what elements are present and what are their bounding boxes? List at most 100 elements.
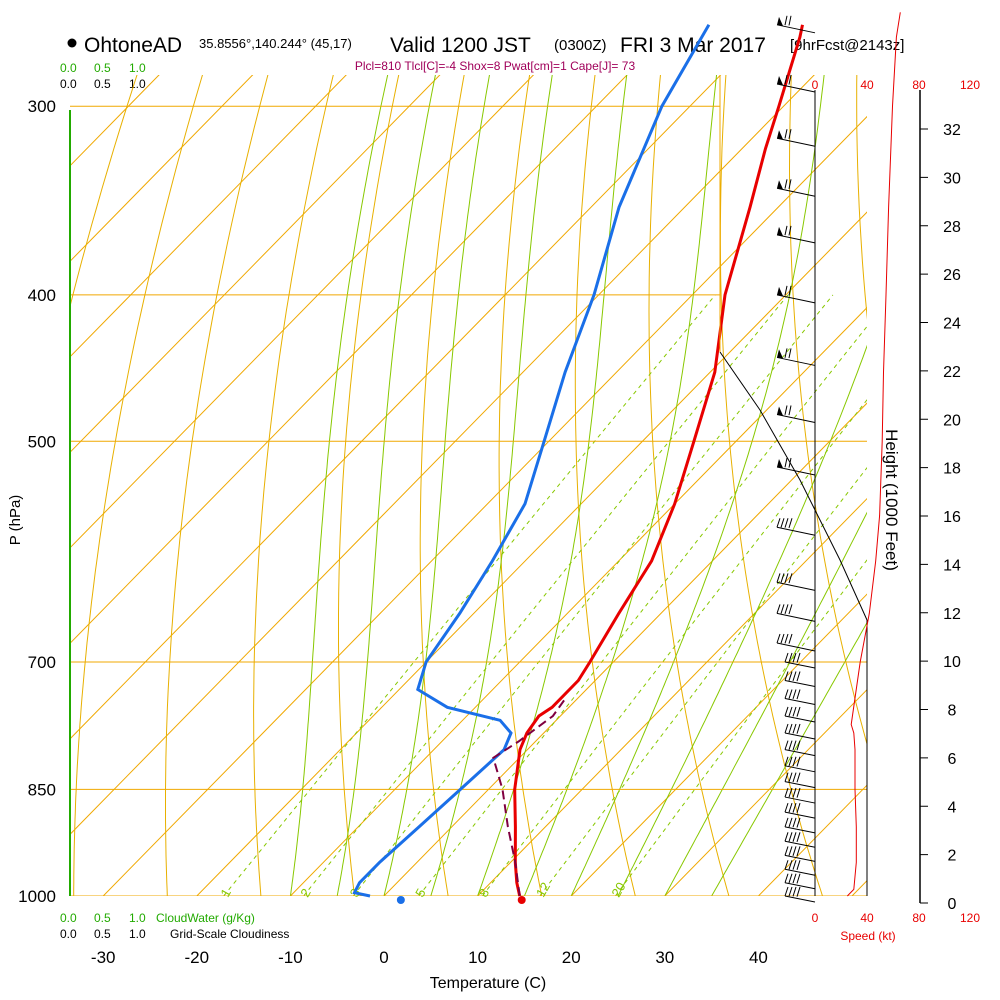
temperature-tick-40: 40 <box>749 948 768 967</box>
mixing-ratio-labels: 1 2 3 5 8 12 20 <box>217 880 628 900</box>
wind-feather <box>788 348 792 359</box>
mixing-ratio-label-8: 8 <box>476 886 493 900</box>
height-tick-label-30: 30 <box>943 170 961 187</box>
temperature-tick--20: -20 <box>185 948 210 967</box>
wind-feather <box>784 802 789 813</box>
wind-barb-480 <box>776 405 816 424</box>
wind-barb-520 <box>776 457 816 476</box>
dry-adiabat-230 <box>70 75 138 309</box>
wind-barb-staff <box>776 187 816 197</box>
height-tick-label-0: 0 <box>948 896 957 913</box>
wind-feather <box>784 348 788 358</box>
wind-barb-400 <box>776 285 816 304</box>
wind-feather <box>784 756 789 766</box>
wind-feather <box>788 706 793 717</box>
dry-adiabat-280 <box>419 75 465 896</box>
wind-barb-920 <box>784 832 816 848</box>
wind-barb-700 <box>784 652 816 669</box>
wind-barb-staff <box>776 612 816 622</box>
dry-adiabat-290 <box>498 75 543 896</box>
wind-feather <box>788 846 793 856</box>
wind-feather <box>796 817 801 828</box>
isotherm--40 <box>70 75 815 836</box>
wind-feather <box>784 15 788 26</box>
wind-feather <box>796 832 801 843</box>
pressure-tick-labels: 2503004005007008501000 <box>18 97 56 906</box>
wind-feather <box>788 671 793 681</box>
wind-feather <box>792 832 797 842</box>
wind-feather <box>788 405 792 416</box>
wind-speed-profile <box>846 12 901 897</box>
wind-feather <box>784 671 789 681</box>
wind-barb-940 <box>784 846 816 862</box>
speed-tick-bottom-0: 0 <box>812 911 819 925</box>
wind-feather <box>788 787 793 798</box>
wind-feather <box>776 573 781 583</box>
speed-axis-label: Speed (kt) <box>840 929 895 943</box>
zulu-time: (0300Z) <box>554 37 607 54</box>
wind-feather <box>784 706 789 717</box>
dry-adiabat-270 <box>338 75 400 896</box>
wind-feather <box>784 652 789 663</box>
wind-barb-440 <box>776 348 816 366</box>
wind-feather <box>792 787 797 798</box>
surface-dewpoint-marker <box>396 896 405 904</box>
wind-feather <box>792 689 797 700</box>
isotherm--100 <box>70 75 254 263</box>
wind-feather <box>792 756 797 767</box>
dry-adiabat-lines <box>70 75 867 896</box>
isotherm--90 <box>70 75 347 358</box>
wind-feather <box>788 886 793 897</box>
wind-feather <box>784 74 788 85</box>
wind-feather <box>788 604 793 615</box>
dry-adiabat-250 <box>165 75 269 896</box>
wind-barb-staff <box>784 882 816 890</box>
wind-barb-860 <box>784 787 816 804</box>
wind-barbs <box>776 15 816 903</box>
cloudwater-scale-0: 0.0 <box>60 61 77 75</box>
wind-feather <box>792 860 797 870</box>
wind-feather <box>792 740 797 751</box>
wind-barb-960 <box>784 860 816 876</box>
wind-feather <box>784 689 789 699</box>
wind-feather <box>776 604 781 614</box>
wind-feather <box>784 225 788 236</box>
speed-tick-top-0: 0 <box>812 78 819 92</box>
speed-tick-bottom-40: 40 <box>860 911 874 925</box>
moist-adiabat-5 <box>430 75 553 896</box>
cloudwater-scale-1: 0.5 <box>94 61 111 75</box>
mixing-ratio-label-1: 1 <box>217 886 234 900</box>
mixing-ratio-5 <box>418 325 867 896</box>
wind-feather <box>792 706 797 717</box>
moist-adiabat-35 <box>711 621 867 896</box>
wind-barb-staff <box>784 895 816 903</box>
isotherm--110 <box>70 75 160 167</box>
site-name: OhtoneAD <box>84 34 182 57</box>
temperature-axis-label: Temperature (C) <box>430 975 546 992</box>
wind-feather <box>788 832 793 842</box>
wind-barb-staff <box>776 83 816 93</box>
height-tick-label-6: 6 <box>948 751 957 768</box>
wind-barb-staff <box>784 732 816 740</box>
wind-barb-staff <box>784 680 816 687</box>
wind-feather <box>788 74 792 85</box>
wind-barb-680 <box>776 633 816 652</box>
wind-feather <box>796 860 801 870</box>
height-tick-label-4: 4 <box>948 799 957 816</box>
wind-feather <box>784 129 788 139</box>
wind-feather <box>792 772 797 783</box>
cloudiness-scale-bottom-2: 1.0 <box>129 927 146 941</box>
wind-barb-staff <box>776 356 816 366</box>
surface-temperature-marker <box>517 896 526 904</box>
height-tick-label-10: 10 <box>943 654 961 671</box>
cloudiness-scale-bottom-1: 0.5 <box>94 927 111 941</box>
wind-barb-staff <box>784 697 816 705</box>
wind-pennant <box>777 16 783 26</box>
isotherm-30 <box>664 688 867 896</box>
wind-feather <box>784 860 789 870</box>
wind-feather <box>776 518 781 528</box>
wind-feather <box>796 756 801 767</box>
wind-feather <box>796 772 801 783</box>
wind-barb-staff <box>784 796 816 804</box>
height-tick-label-32: 32 <box>943 122 961 139</box>
